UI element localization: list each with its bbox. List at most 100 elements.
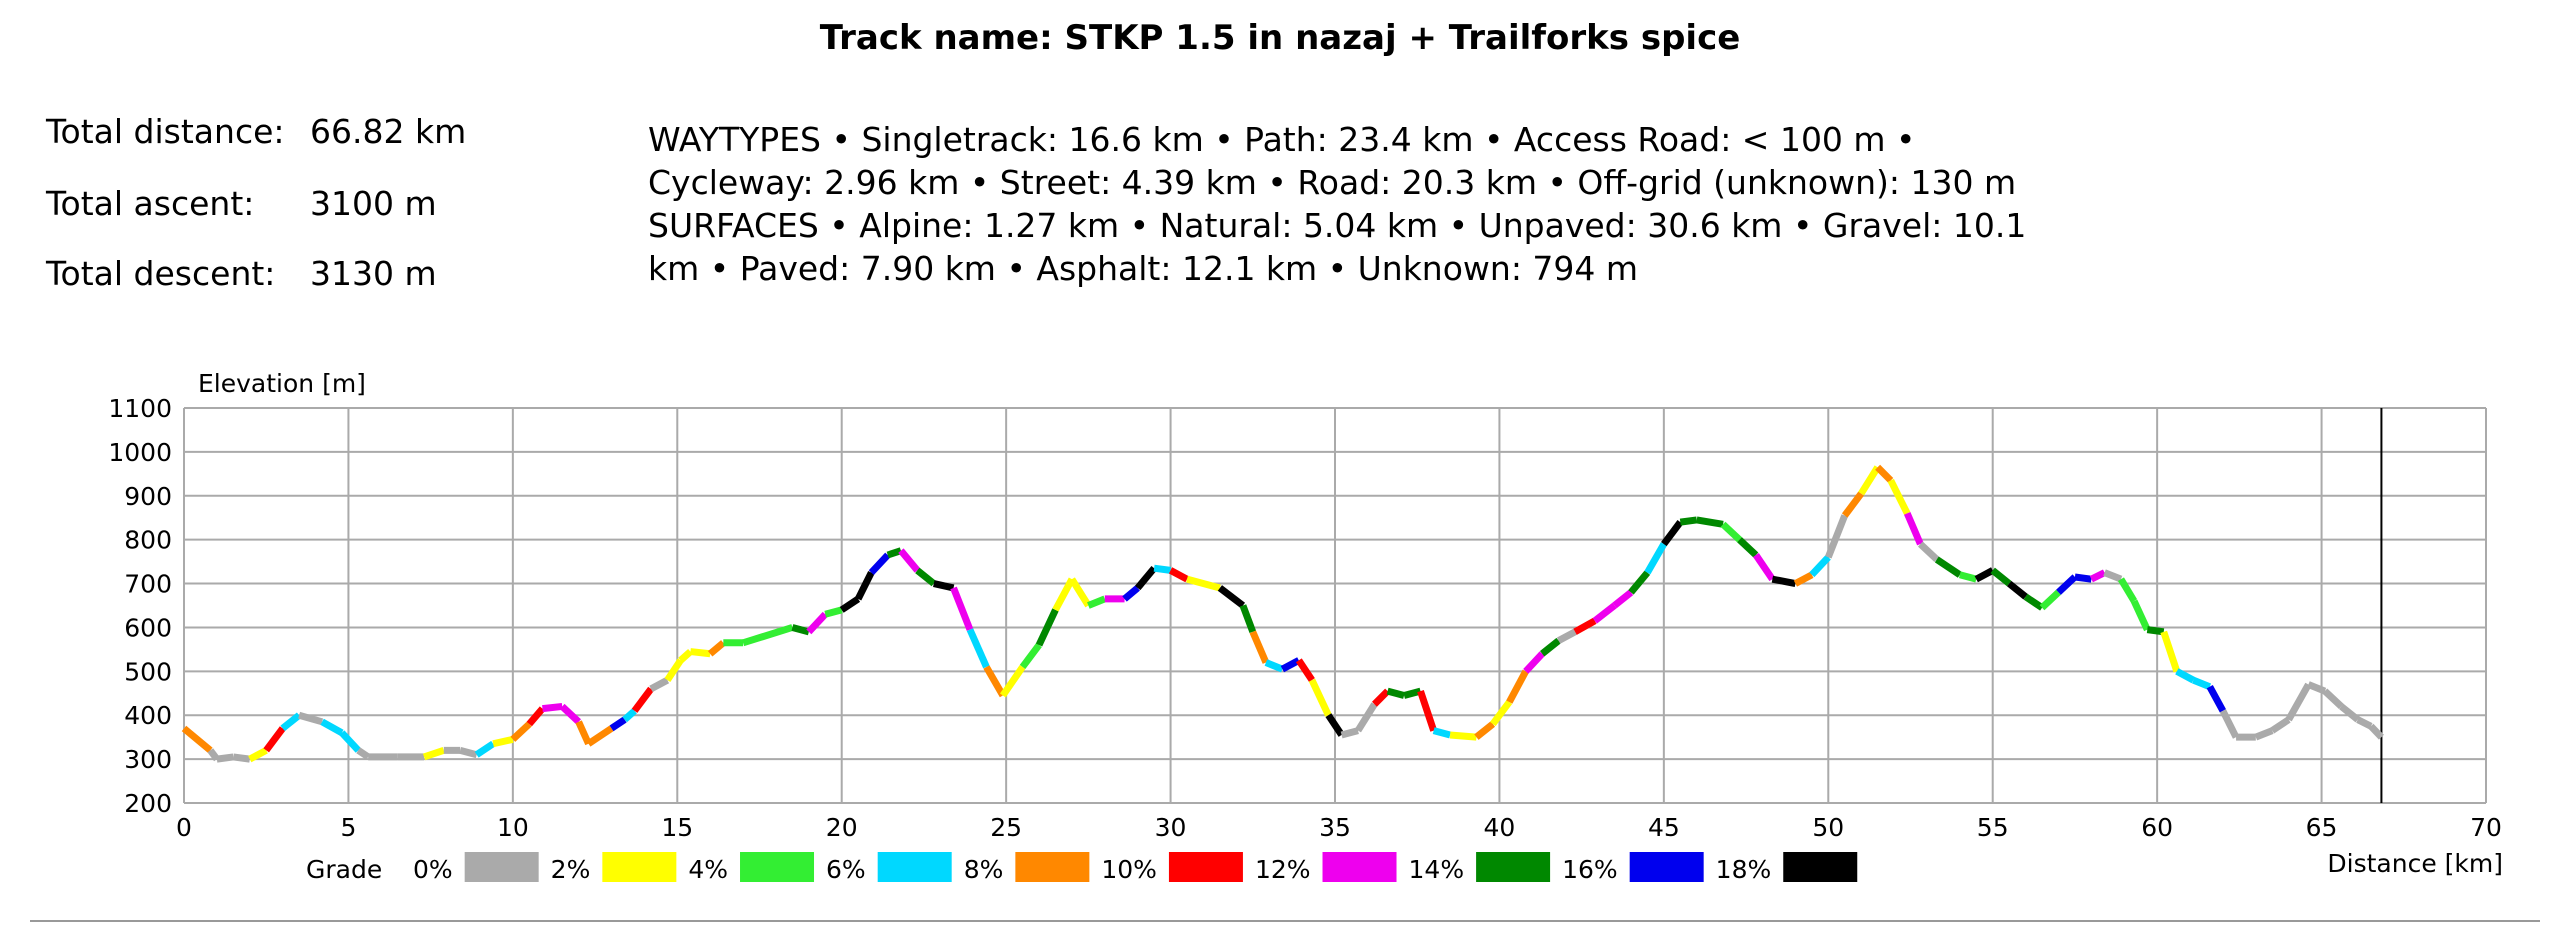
x-tick-label: 60: [2141, 813, 2173, 842]
elevation-segment: [2254, 727, 2274, 741]
elevation-segment: [1239, 604, 1257, 634]
elevation-segment: [1403, 687, 1422, 699]
legend-label: 14%: [1409, 855, 1465, 884]
elevation-segment: [1186, 575, 1221, 592]
track-title: Track name: STKP 1.5 in nazaj + Trailfor…: [819, 18, 1741, 58]
elevation-segment: [356, 747, 371, 760]
elevation-segment: [207, 748, 220, 762]
elevation-segment: [510, 721, 532, 742]
elevation-segment: [248, 747, 268, 763]
y-tick-label: 800: [124, 526, 172, 555]
elevation-segment: [707, 640, 726, 657]
elevation-segment: [1809, 554, 1831, 578]
x-tick-label: 55: [1977, 813, 2009, 842]
elevation-segment: [1592, 602, 1617, 624]
elevation-segment: [1841, 491, 1864, 518]
elevation-segment: [983, 665, 1006, 698]
elevation-segment: [1523, 651, 1545, 674]
elevation-segment: [1990, 567, 2012, 587]
elevation-segment: [181, 725, 213, 754]
x-tick-label: 15: [661, 813, 693, 842]
elevation-segment: [2056, 574, 2078, 595]
legend-label: 0%: [413, 855, 453, 884]
elevation-segment: [2006, 580, 2028, 600]
elevation-segment: [950, 586, 974, 631]
elevation-segment: [1371, 688, 1391, 707]
legend-label: 18%: [1716, 855, 1772, 884]
elevation-segment: [526, 706, 546, 727]
elevation-segment: [2368, 723, 2384, 740]
elevation-segment: [1280, 657, 1301, 673]
elevation-segment: [492, 735, 514, 748]
legend-label: 10%: [1101, 855, 1157, 884]
legend-swatch: [1476, 852, 1551, 882]
elevation-segment: [1887, 478, 1911, 515]
elevation-segment: [933, 580, 955, 592]
elevation-segment: [2089, 569, 2107, 583]
legend-label: 8%: [964, 855, 1004, 884]
elevation-segment: [2175, 668, 2195, 684]
elevation-segment: [2270, 716, 2291, 734]
elevation-segment: [232, 753, 251, 763]
footer-divider: [30, 920, 2540, 922]
legend-swatch: [1629, 852, 1704, 882]
elevation-segment: [1249, 630, 1270, 664]
y-tick-label: 500: [124, 657, 172, 686]
elevation-segment: [2219, 709, 2240, 739]
elevation-segment: [339, 730, 361, 753]
elevation-segment: [1753, 553, 1776, 582]
y-tick-label: 700: [124, 570, 172, 599]
elevation-segment: [1052, 577, 1076, 612]
elevation-segment: [422, 747, 445, 761]
y-tick-label: 1100: [108, 394, 172, 423]
total-distance-label: Total distance:: [46, 112, 285, 151]
y-tick-label: 900: [124, 482, 172, 511]
elevation-segment: [999, 664, 1026, 698]
elevation-segment: [1035, 608, 1059, 647]
elevation-segment: [1340, 727, 1359, 739]
elevation-segment: [298, 711, 324, 726]
elevation-segment: [1417, 689, 1437, 732]
legend-swatch: [1783, 852, 1858, 882]
elevation-segment: [868, 552, 891, 575]
elevation-segment: [1793, 571, 1814, 587]
elevation-segment: [2339, 703, 2360, 723]
elevation-segment: [1449, 731, 1477, 741]
elevation-segment: [1934, 556, 1962, 578]
total-ascent-value: 3100 m: [310, 184, 437, 223]
legend-swatch: [1322, 852, 1397, 882]
elevation-segment: [1474, 721, 1496, 740]
elevation-segment: [1308, 678, 1332, 717]
elevation-segment: [2146, 626, 2165, 636]
elevation-segment: [586, 725, 614, 747]
elevation-segment: [1068, 577, 1092, 608]
elevation-segment: [1573, 617, 1597, 635]
elevation-segment: [1737, 537, 1759, 558]
elevation-segment: [1903, 511, 1924, 546]
elevation-segment: [1019, 642, 1042, 670]
elevation-segment: [1958, 571, 1978, 583]
elevation-segment: [690, 648, 711, 658]
elevation-segment: [806, 611, 828, 635]
y-axis-title: Elevation [m]: [198, 369, 366, 398]
total-ascent-label: Total ascent:: [46, 184, 255, 223]
elevation-segment: [1696, 516, 1724, 528]
y-tick-label: 200: [124, 789, 172, 818]
x-tick-label: 40: [1484, 813, 1516, 842]
elevation-segment: [1490, 699, 1513, 727]
elevation-segment: [1264, 659, 1284, 673]
elevation-segment: [898, 548, 921, 573]
total-descent-label: Total descent:: [46, 254, 276, 293]
elevation-segment: [1386, 687, 1405, 699]
elevation-segment: [2160, 630, 2181, 673]
elevation-segment: [1661, 520, 1684, 547]
elevation-segment: [1325, 713, 1345, 737]
y-tick-label: 1000: [108, 438, 172, 467]
legend-title: Grade: [306, 855, 382, 884]
elevation-segment: [575, 720, 592, 746]
elevation-segment: [2206, 685, 2226, 713]
elevation-segment: [1217, 585, 1246, 609]
elevation-segment: [1858, 465, 1881, 496]
x-tick-label: 10: [497, 813, 529, 842]
legend-label: 4%: [688, 855, 728, 884]
